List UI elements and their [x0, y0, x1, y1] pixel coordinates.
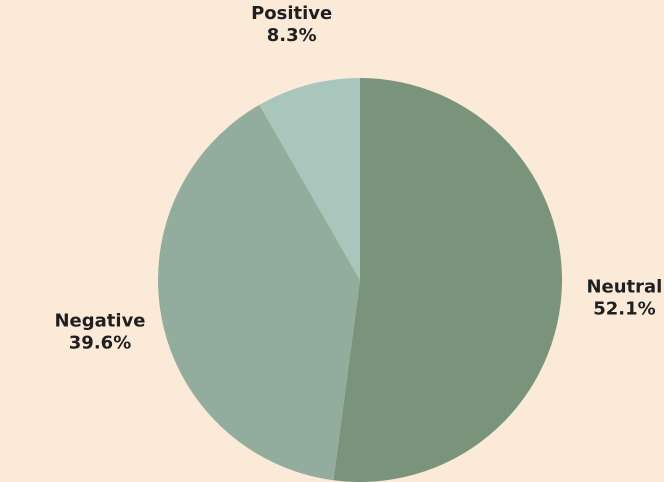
pie-slices [158, 78, 562, 482]
slice-label-neutral: Neutral [586, 276, 662, 297]
pie-slice-positive [259, 78, 360, 280]
slice-label-negative: Negative [54, 310, 145, 331]
pie-slice-neutral [333, 78, 562, 482]
slice-label-positive: Positive [251, 3, 332, 24]
slice-value-neutral: 52.1% [593, 298, 655, 319]
slice-value-negative: 39.6% [69, 332, 131, 353]
pie-slice-negative [158, 104, 360, 481]
slice-value-positive: 8.3% [267, 25, 317, 46]
